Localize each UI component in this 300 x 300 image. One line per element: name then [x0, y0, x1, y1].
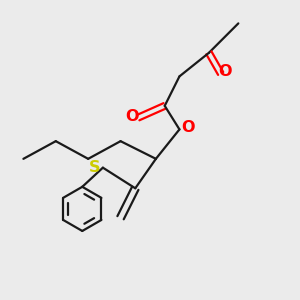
Text: O: O [181, 120, 194, 135]
Text: S: S [89, 160, 100, 175]
Text: O: O [125, 109, 139, 124]
Text: O: O [218, 64, 232, 80]
